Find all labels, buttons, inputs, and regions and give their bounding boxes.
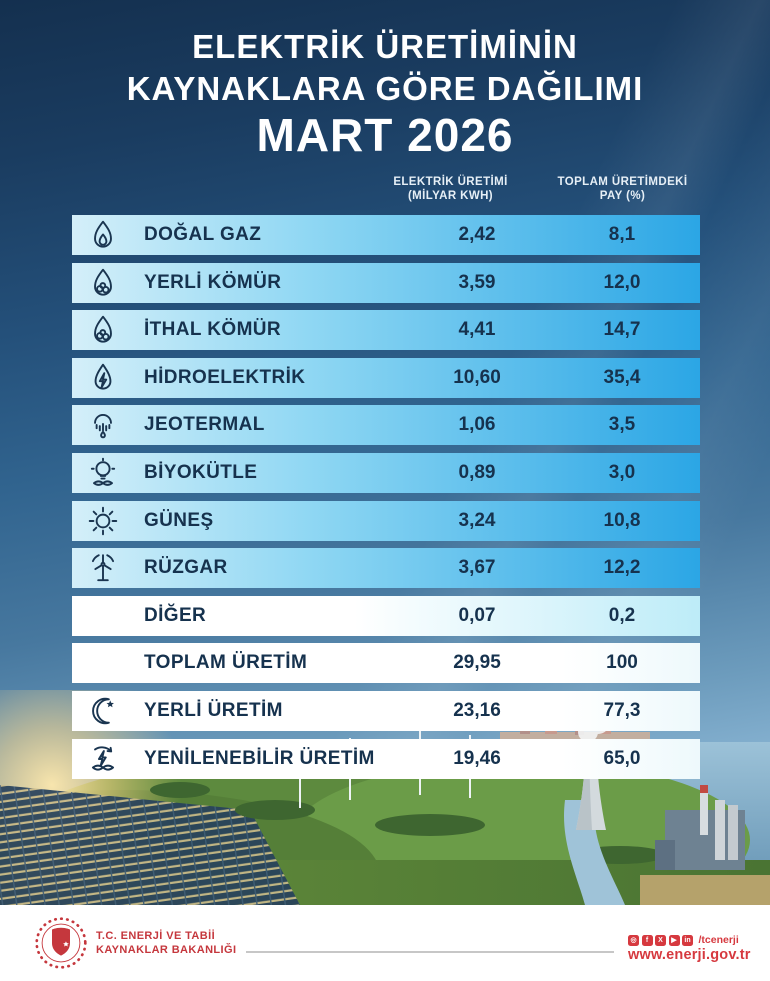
source-label: RÜZGAR [144,557,228,579]
social-handle: /tcenerji [698,934,739,946]
production-value: 29,95 [453,652,501,674]
renewable-bolt-leaves-icon [86,742,120,776]
share-value: 12,2 [603,557,641,579]
sun-icon [86,504,120,538]
share-value: 3,0 [608,461,636,483]
table-row: JEOTERMAL 1,06 3,5 [72,405,700,446]
production-value: 4,41 [458,319,496,341]
share-value: 3,5 [608,414,636,436]
coal-flame-icon [86,313,120,347]
share-value: 100 [606,652,638,674]
table-row: RÜZGAR 3,67 12,2 [72,548,700,589]
table-row: İTHAL KÖMÜR 4,41 14,7 [72,310,700,351]
production-value: 3,67 [458,557,496,579]
title-line-2: KAYNAKLARA GÖRE DAĞILIMI [126,70,644,107]
x-icon: X [655,934,666,946]
source-label: TOPLAM ÜRETİM [144,652,308,674]
column-header-production: ELEKTRİK ÜRETİMİ (MİLYAR KWH) [393,176,508,202]
row-icon [86,646,120,680]
title-line-1: ELEKTRİK ÜRETİMİNİN [192,28,578,65]
website-url: www.enerji.gov.tr [628,947,751,963]
production-value: 19,46 [453,747,501,769]
coal-flame-icon [86,266,120,300]
linkedin-icon: in [682,934,693,946]
production-value: 3,59 [458,271,496,293]
share-value: 10,8 [603,509,641,531]
geothermal-geyser-icon [86,408,120,442]
landscape-photo [0,690,770,905]
row-icon [86,599,120,633]
production-value: 0,07 [458,604,496,626]
production-value: 3,24 [458,509,496,531]
table-row: YENİLENEBİLİR ÜRETİM 19,46 65,0 [72,738,700,779]
table-row: DOĞAL GAZ 2,42 8,1 [72,215,700,255]
share-value: 0,2 [608,604,636,626]
share-value: 35,4 [603,366,641,388]
production-value: 10,60 [453,366,501,388]
facebook-icon: f [641,934,653,946]
ministry-name: T.C. ENERJİ VE TABİİ KAYNAKLAR BAKANLIĞI [96,930,237,956]
table-row: HİDROELEKTRİK 10,60 35,4 [72,357,700,398]
source-table: DOĞAL GAZ 2,42 8,1 YERLİ KÖMÜR 3,59 12,0… [72,215,700,786]
source-label: İTHAL KÖMÜR [144,319,282,341]
ministry-logo-icon [35,917,87,969]
share-value: 8,1 [608,224,636,245]
share-value: 65,0 [603,747,641,769]
table-row: TOPLAM ÜRETİM 29,95 100 [72,643,700,684]
table-row: BİYOKÜTLE 0,89 3,0 [72,452,700,493]
table-row: DİĞER 0,07 0,2 [72,595,700,636]
source-label: YERLİ KÖMÜR [144,271,282,293]
water-drop-bolt-icon [86,361,120,395]
source-label: DİĞER [144,604,207,626]
source-label: JEOTERMAL [144,414,265,436]
gas-flame-icon [86,218,120,252]
page-title: ELEKTRİK ÜRETİMİNİN KAYNAKLARA GÖRE DAĞI… [0,26,770,160]
biomass-bulb-leaf-icon [86,456,120,490]
youtube-icon: ▶ [668,934,680,946]
wind-turbine-icon [86,551,120,585]
instagram-icon: ◎ [628,934,639,946]
source-label: GÜNEŞ [144,509,214,531]
source-label: HİDROELEKTRİK [144,366,306,388]
share-value: 14,7 [603,319,641,341]
production-value: 1,06 [458,414,496,436]
source-label: YERLİ ÜRETİM [144,699,283,721]
footer-divider [246,951,614,953]
source-label: YENİLENEBİLİR ÜRETİM [144,747,375,769]
production-value: 23,16 [453,699,501,721]
source-label: DOĞAL GAZ [144,224,262,245]
source-label: BİYOKÜTLE [144,461,258,483]
production-value: 0,89 [458,461,496,483]
crescent-star-icon [86,694,120,728]
footer-bar: T.C. ENERJİ VE TABİİ KAYNAKLAR BAKANLIĞI… [0,905,770,981]
column-header-share: TOPLAM ÜRETİMDEKİ PAY (%) [557,176,688,202]
production-value: 2,42 [458,224,496,245]
social-icons-row: ◎ f X ▶ in/tcenerji [628,934,739,946]
title-line-3: MART 2026 [256,109,514,161]
table-row: YERLİ KÖMÜR 3,59 12,0 [72,262,700,303]
table-row: YERLİ ÜRETİM 23,16 77,3 [72,690,700,731]
table-row: GÜNEŞ 3,24 10,8 [72,500,700,541]
share-value: 12,0 [603,271,641,293]
share-value: 77,3 [603,699,641,721]
